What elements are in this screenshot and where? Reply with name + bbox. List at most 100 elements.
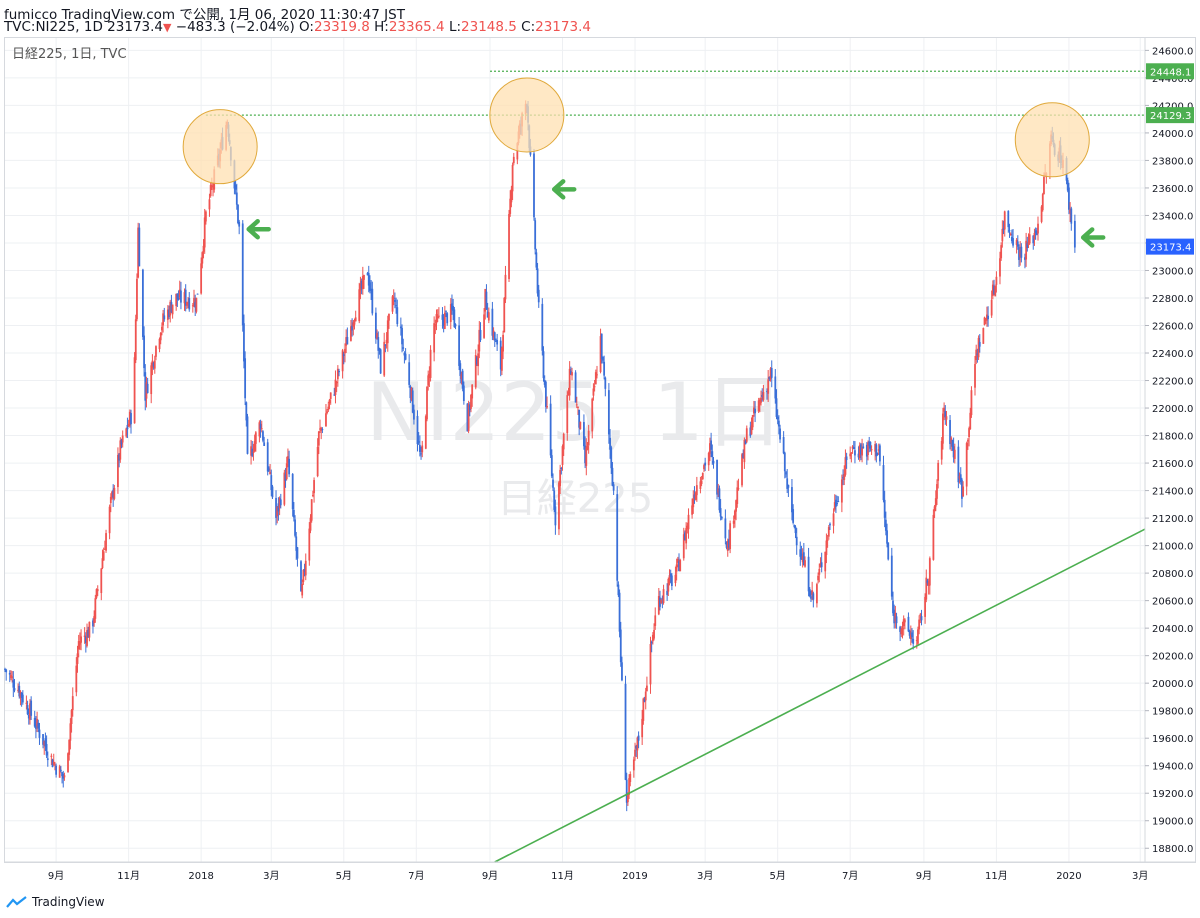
candle-body <box>599 336 602 372</box>
candle-body <box>454 324 457 327</box>
candle-body <box>188 298 191 310</box>
candle-body <box>776 416 779 420</box>
candle-body <box>126 424 129 430</box>
time-tick-label: 9月 <box>482 870 498 882</box>
candle-body <box>288 458 291 475</box>
candle-body <box>666 590 669 595</box>
candle-body <box>27 714 30 719</box>
time-tick-label: 3月 <box>263 870 279 882</box>
candle-body <box>791 487 793 513</box>
candle-body <box>619 629 622 663</box>
left-arrow-icon <box>246 218 271 240</box>
candle-body <box>462 385 465 401</box>
candle-body <box>302 569 305 582</box>
candle-body <box>650 641 653 644</box>
candle-body <box>184 289 187 306</box>
candle-body <box>212 185 214 188</box>
candle-body <box>474 354 477 388</box>
candle-body <box>704 462 707 466</box>
price-tick-label: 22400.0 <box>1152 349 1193 360</box>
candle-body <box>479 330 482 341</box>
candle-body <box>965 443 968 487</box>
highlight-circle <box>1014 102 1090 178</box>
candle-body <box>908 630 911 636</box>
candle-body <box>241 223 244 326</box>
open-value: 23319.8 <box>313 19 370 35</box>
candle-body <box>712 460 715 464</box>
candle-body <box>492 330 495 338</box>
candle-body <box>578 410 581 428</box>
highlight-circle <box>489 77 565 153</box>
candle-body <box>316 446 319 477</box>
candle-body <box>999 258 1001 277</box>
candle-body <box>352 322 355 327</box>
time-tick-label: 11月 <box>117 870 140 882</box>
candle-body <box>875 444 878 457</box>
candle-body <box>793 524 796 528</box>
candle-body <box>810 596 812 599</box>
candle-body <box>695 485 698 496</box>
down-triangle-icon: ▼ <box>163 21 172 34</box>
candle-body <box>95 589 98 598</box>
candle-body <box>335 381 338 384</box>
candle-body <box>851 446 854 449</box>
footer-brand-text: TradingView <box>32 895 105 909</box>
candle-body <box>975 349 978 360</box>
candle-body <box>385 339 388 344</box>
candle-body <box>277 503 280 512</box>
candle-body <box>657 596 660 615</box>
candle-body <box>461 370 464 389</box>
candle-body <box>911 632 913 638</box>
candle-body <box>511 165 514 192</box>
candle-body <box>374 312 377 339</box>
candle-body <box>912 638 915 644</box>
candle-body <box>467 404 470 432</box>
candle-body <box>262 431 264 441</box>
candle-body <box>171 304 174 315</box>
candle-body <box>155 346 157 357</box>
time-tick-label: 3月 <box>697 870 713 882</box>
candle-body <box>294 519 296 536</box>
price-tick-label: 21200.0 <box>1152 514 1193 525</box>
candle-body <box>434 324 437 327</box>
candle-body <box>508 213 510 279</box>
candle-body <box>137 227 140 278</box>
candle-body <box>320 427 323 431</box>
symbol-name[interactable]: TVC:NI225, 1D <box>4 19 103 35</box>
candle-body <box>654 615 657 626</box>
candle-body <box>101 558 104 569</box>
candle-body <box>669 573 672 577</box>
candle-body <box>610 447 613 469</box>
candle-body <box>44 738 47 747</box>
candle-body <box>237 204 239 224</box>
chart-legend: 日経225, 1日, TVC <box>12 47 127 62</box>
candle-body <box>435 314 438 324</box>
price-tick-label: 22200.0 <box>1152 377 1193 388</box>
candle-body <box>825 540 828 556</box>
candle-body <box>271 486 274 498</box>
candle-body <box>744 440 747 445</box>
candle-body <box>177 297 180 300</box>
candle-body <box>143 335 145 369</box>
candle-body <box>686 525 689 530</box>
time-tick-label: 7月 <box>408 870 424 882</box>
time-tick-label: 5月 <box>769 870 785 882</box>
candle-body <box>391 296 394 312</box>
candle-body <box>924 596 926 617</box>
candle-body <box>303 568 306 572</box>
candle-body <box>674 574 677 584</box>
candle-body <box>626 792 629 803</box>
candle-body <box>692 498 695 508</box>
candle-body <box>826 539 829 541</box>
symbol-quote-line: TVC:NI225, 1D 23173.4▼ −483.3 (−2.04%) O… <box>4 19 591 35</box>
candle-body <box>5 669 8 673</box>
candle-body <box>437 315 440 317</box>
candle-body <box>758 399 761 405</box>
candle-body <box>892 600 894 614</box>
candle-body <box>661 597 664 600</box>
price-label-text: 24448.1 <box>1150 67 1191 78</box>
candle-body <box>635 746 638 749</box>
candle-body <box>624 683 627 780</box>
candle-body <box>611 467 614 486</box>
